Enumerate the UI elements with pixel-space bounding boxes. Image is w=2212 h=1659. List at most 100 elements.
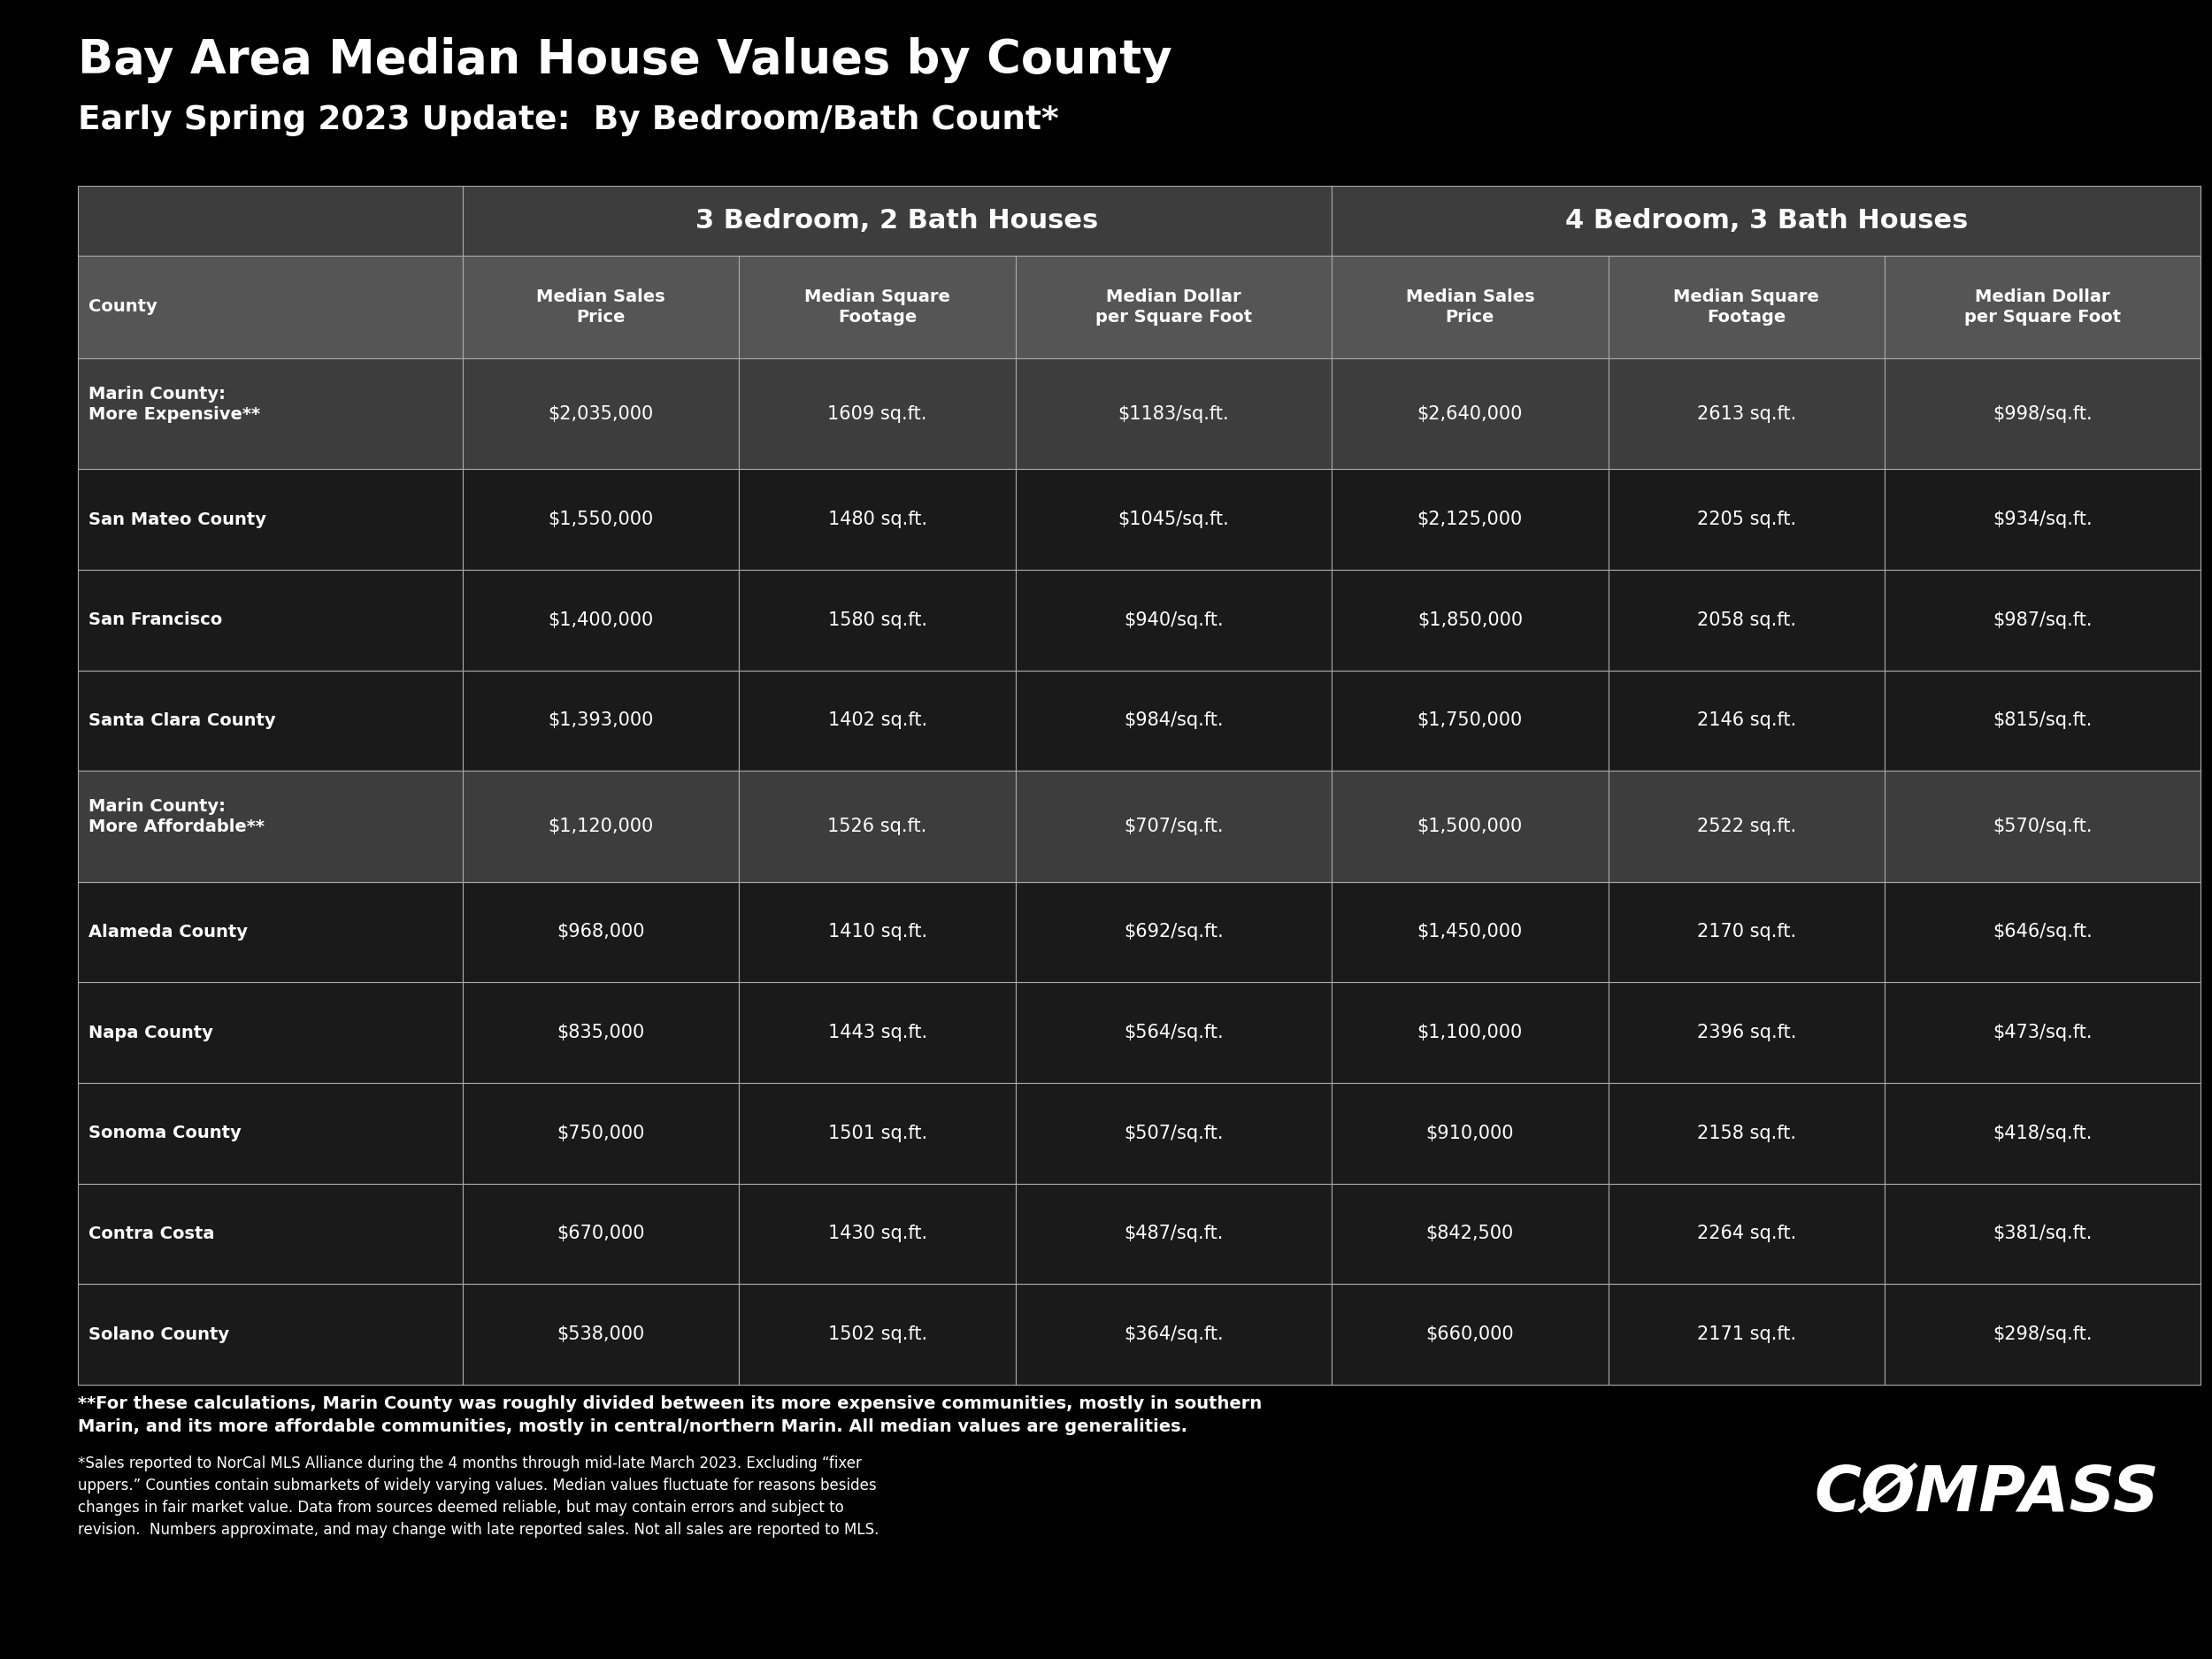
Bar xyxy=(1332,982,1608,1083)
Bar xyxy=(739,1183,1015,1284)
Bar xyxy=(1015,670,1332,771)
Bar xyxy=(1608,569,1885,670)
Bar xyxy=(77,1284,462,1385)
Text: $487/sq.ft.: $487/sq.ft. xyxy=(1124,1224,1223,1243)
Text: 1480 sq.ft.: 1480 sq.ft. xyxy=(827,511,927,528)
Bar xyxy=(1885,1083,2201,1183)
Text: $507/sq.ft.: $507/sq.ft. xyxy=(1124,1125,1223,1141)
Text: $473/sq.ft.: $473/sq.ft. xyxy=(1993,1024,2093,1042)
Text: 2264 sq.ft.: 2264 sq.ft. xyxy=(1697,1224,1796,1243)
Bar xyxy=(77,771,462,881)
Bar xyxy=(77,670,462,771)
Bar xyxy=(77,881,462,982)
Text: $842,500: $842,500 xyxy=(1427,1224,1513,1243)
Bar xyxy=(1015,982,1332,1083)
Text: 2170 sq.ft.: 2170 sq.ft. xyxy=(1697,922,1796,941)
Text: Contra Costa: Contra Costa xyxy=(88,1226,215,1243)
Bar xyxy=(1332,1083,1608,1183)
Text: $692/sq.ft.: $692/sq.ft. xyxy=(1124,922,1223,941)
Text: $418/sq.ft.: $418/sq.ft. xyxy=(1993,1125,2093,1141)
Text: Solano County: Solano County xyxy=(88,1326,230,1342)
Bar xyxy=(462,1183,739,1284)
Text: $538,000: $538,000 xyxy=(557,1326,644,1344)
Text: 2613 sq.ft.: 2613 sq.ft. xyxy=(1697,405,1796,423)
Bar xyxy=(1015,1284,1332,1385)
Bar xyxy=(462,881,739,982)
Text: $1183/sq.ft.: $1183/sq.ft. xyxy=(1117,405,1230,423)
Text: County: County xyxy=(88,299,157,315)
Text: Santa Clara County: Santa Clara County xyxy=(88,712,276,728)
Text: *Sales reported to NorCal MLS Alliance during the 4 months through mid-late Marc: *Sales reported to NorCal MLS Alliance d… xyxy=(77,1455,878,1538)
Text: $1,450,000: $1,450,000 xyxy=(1418,922,1522,941)
Text: 1402 sq.ft.: 1402 sq.ft. xyxy=(827,712,927,730)
Text: $2,640,000: $2,640,000 xyxy=(1418,405,1522,423)
Bar xyxy=(1332,569,1608,670)
Bar xyxy=(77,186,462,255)
Text: Early Spring 2023 Update:  By Bedroom/Bath Count*: Early Spring 2023 Update: By Bedroom/Bat… xyxy=(77,105,1060,136)
Bar xyxy=(739,771,1015,881)
Bar xyxy=(462,670,739,771)
Bar xyxy=(1608,982,1885,1083)
Text: Median Dollar
per Square Foot: Median Dollar per Square Foot xyxy=(1964,289,2121,325)
Bar xyxy=(739,670,1015,771)
Text: $1,750,000: $1,750,000 xyxy=(1418,712,1522,730)
Bar xyxy=(462,186,1332,255)
Text: $646/sq.ft.: $646/sq.ft. xyxy=(1993,922,2093,941)
Text: $1,393,000: $1,393,000 xyxy=(549,712,653,730)
Text: 1502 sq.ft.: 1502 sq.ft. xyxy=(827,1326,927,1344)
Text: 3 Bedroom, 2 Bath Houses: 3 Bedroom, 2 Bath Houses xyxy=(697,207,1099,234)
Bar xyxy=(739,469,1015,569)
Text: $910,000: $910,000 xyxy=(1427,1125,1513,1141)
Bar xyxy=(1015,1183,1332,1284)
Text: 1443 sq.ft.: 1443 sq.ft. xyxy=(827,1024,927,1042)
Bar xyxy=(1332,358,1608,469)
Bar xyxy=(1885,358,2201,469)
Text: $998/sq.ft.: $998/sq.ft. xyxy=(1993,405,2093,423)
Text: Marin County:
More Expensive**: Marin County: More Expensive** xyxy=(88,385,261,423)
Bar xyxy=(1015,469,1332,569)
Text: 2171 sq.ft.: 2171 sq.ft. xyxy=(1697,1326,1796,1344)
Bar xyxy=(1885,1183,2201,1284)
Text: 2396 sq.ft.: 2396 sq.ft. xyxy=(1697,1024,1796,1042)
Bar xyxy=(1608,670,1885,771)
Bar xyxy=(1885,881,2201,982)
Text: $1,550,000: $1,550,000 xyxy=(549,511,653,528)
Text: $670,000: $670,000 xyxy=(557,1224,646,1243)
Bar xyxy=(462,771,739,881)
Bar xyxy=(1015,358,1332,469)
Text: Median Dollar
per Square Foot: Median Dollar per Square Foot xyxy=(1095,289,1252,325)
Bar xyxy=(1332,1183,1608,1284)
Bar xyxy=(1608,1284,1885,1385)
Bar xyxy=(1885,469,2201,569)
Text: $968,000: $968,000 xyxy=(557,922,646,941)
Text: 2058 sq.ft.: 2058 sq.ft. xyxy=(1697,611,1796,629)
Bar xyxy=(1608,881,1885,982)
Bar xyxy=(77,255,462,358)
Text: $835,000: $835,000 xyxy=(557,1024,644,1042)
Text: Alameda County: Alameda County xyxy=(88,924,248,941)
Bar xyxy=(462,1284,739,1385)
Text: Median Sales
Price: Median Sales Price xyxy=(1405,289,1535,325)
Bar xyxy=(1332,670,1608,771)
Text: Bay Area Median House Values by County: Bay Area Median House Values by County xyxy=(77,36,1172,83)
Text: Median Square
Footage: Median Square Footage xyxy=(805,289,951,325)
Text: Median Square
Footage: Median Square Footage xyxy=(1674,289,1820,325)
Text: Sonoma County: Sonoma County xyxy=(88,1125,241,1141)
Bar xyxy=(77,982,462,1083)
Bar xyxy=(1332,1284,1608,1385)
Text: 2205 sq.ft.: 2205 sq.ft. xyxy=(1697,511,1796,528)
Bar xyxy=(739,569,1015,670)
Text: San Francisco: San Francisco xyxy=(88,612,221,629)
Bar xyxy=(1332,469,1608,569)
Bar xyxy=(1015,255,1332,358)
Bar xyxy=(77,1183,462,1284)
Text: $564/sq.ft.: $564/sq.ft. xyxy=(1124,1024,1223,1042)
Bar xyxy=(462,255,739,358)
Text: San Mateo County: San Mateo County xyxy=(88,511,265,528)
Text: 1580 sq.ft.: 1580 sq.ft. xyxy=(827,611,927,629)
Text: $1,400,000: $1,400,000 xyxy=(549,611,653,629)
Bar xyxy=(1885,1284,2201,1385)
Bar xyxy=(1885,670,2201,771)
Bar xyxy=(77,569,462,670)
Text: **For these calculations, Marin County was roughly divided between its more expe: **For these calculations, Marin County w… xyxy=(77,1395,1261,1435)
